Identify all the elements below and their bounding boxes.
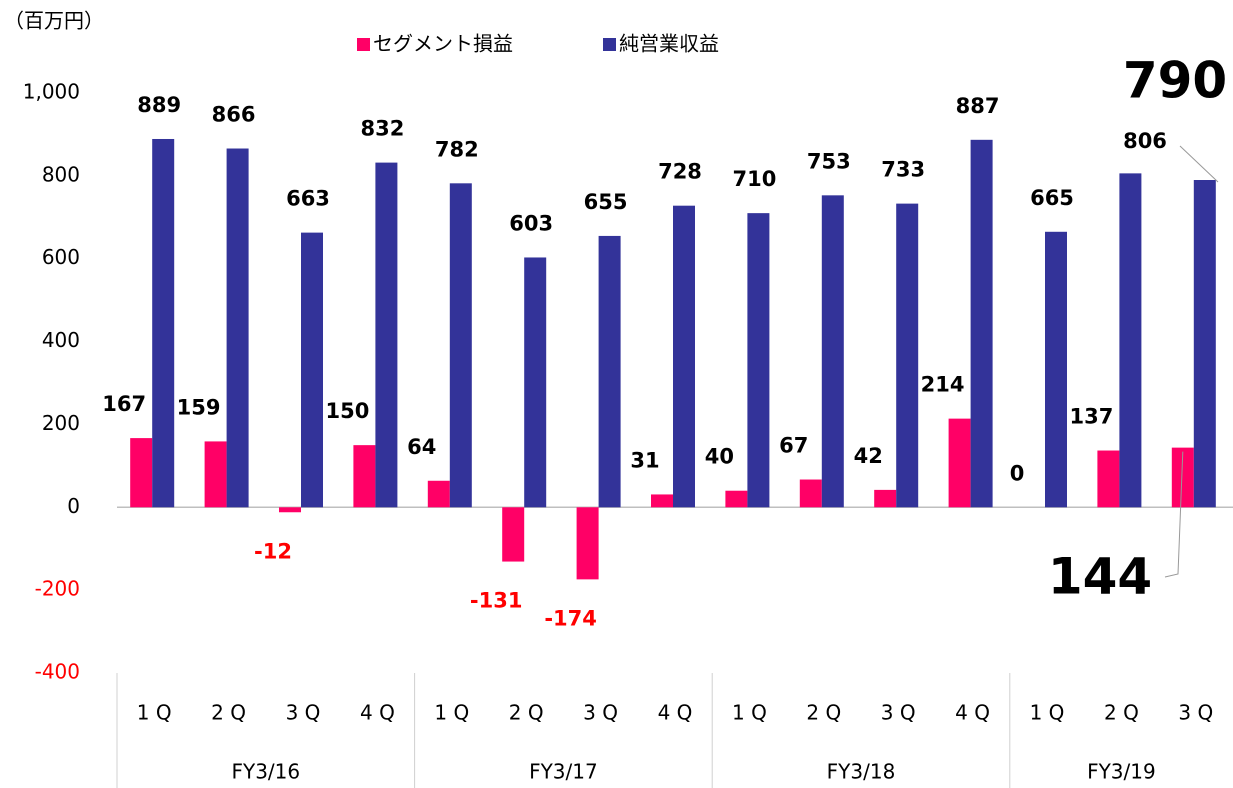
bar xyxy=(427,480,450,508)
bar xyxy=(130,438,153,508)
bar xyxy=(301,232,323,508)
y-tick-label: 600 xyxy=(42,245,80,269)
bar xyxy=(821,195,844,508)
x-tick-label: 2 Q xyxy=(211,701,246,725)
value-label: 137 xyxy=(1069,405,1113,429)
bar xyxy=(1045,231,1067,508)
value-label: 655 xyxy=(584,190,628,214)
value-label: -12 xyxy=(254,539,292,563)
y-tick-label: 200 xyxy=(42,411,80,435)
group-label: FY3/18 xyxy=(827,760,896,784)
bar xyxy=(651,494,673,508)
legend-swatch xyxy=(603,38,616,51)
y-tick-label: 1,000 xyxy=(23,80,80,104)
value-label: 663 xyxy=(286,187,330,211)
group-label: FY3/16 xyxy=(231,760,300,784)
value-label: 67 xyxy=(779,434,808,458)
value-label: 42 xyxy=(854,444,883,468)
value-label: 603 xyxy=(509,211,553,235)
bar xyxy=(747,213,770,508)
value-label: 866 xyxy=(212,103,256,127)
value-label: 832 xyxy=(360,117,404,141)
x-tick-label: 4 Q xyxy=(658,701,693,725)
value-label: 733 xyxy=(881,158,925,182)
bar xyxy=(375,162,398,508)
value-label: -174 xyxy=(544,606,597,630)
legend-label: セグメント損益 xyxy=(373,32,513,56)
bar xyxy=(1171,447,1194,508)
x-tick-label: 1 Q xyxy=(137,701,172,725)
leader-line xyxy=(1179,145,1219,183)
bar xyxy=(524,257,547,508)
bar xyxy=(1119,173,1142,508)
bar xyxy=(725,490,748,508)
x-tick-label: 3 Q xyxy=(881,701,916,725)
bar xyxy=(152,138,175,508)
leader-line xyxy=(1164,451,1184,578)
x-tick-label: 2 Q xyxy=(1104,701,1139,725)
bar xyxy=(204,441,227,508)
x-tick-label: 3 Q xyxy=(1178,701,1213,725)
value-label: 64 xyxy=(407,435,436,459)
bar xyxy=(576,507,599,580)
legend-swatch xyxy=(357,38,370,51)
value-label: 782 xyxy=(435,137,479,161)
bar xyxy=(1097,450,1120,508)
y-tick-label: -400 xyxy=(35,660,80,684)
y-tick-label: 400 xyxy=(42,328,80,352)
value-label: 790 xyxy=(1123,52,1227,110)
x-tick-label: 1 Q xyxy=(1030,701,1065,725)
value-label: 710 xyxy=(732,167,776,191)
value-label: 31 xyxy=(630,448,659,472)
value-label: 214 xyxy=(921,373,965,397)
y-tick-label: 800 xyxy=(42,162,80,186)
bar xyxy=(353,445,376,508)
x-tick-label: 4 Q xyxy=(360,701,395,725)
bar xyxy=(598,235,621,508)
bar xyxy=(502,507,525,562)
value-label: 806 xyxy=(1123,129,1167,153)
bar xyxy=(948,418,971,508)
value-label: 753 xyxy=(807,149,851,173)
y-tick-label: 0 xyxy=(67,494,80,518)
x-tick-label: 2 Q xyxy=(806,701,841,725)
bar xyxy=(279,507,301,513)
x-tick-label: 4 Q xyxy=(955,701,990,725)
value-label: 0 xyxy=(1010,461,1025,485)
value-label: 887 xyxy=(956,94,1000,118)
bar xyxy=(449,183,472,508)
bar xyxy=(970,139,993,508)
bar xyxy=(799,479,822,508)
value-label: 144 xyxy=(1048,548,1152,606)
x-tick-label: 3 Q xyxy=(583,701,618,725)
value-label: 889 xyxy=(137,93,181,117)
value-label: 167 xyxy=(102,392,146,416)
legend-label: 純営業収益 xyxy=(619,32,719,56)
bar xyxy=(1193,180,1216,508)
y-tick-label: -200 xyxy=(35,577,80,601)
value-label: 728 xyxy=(658,160,702,184)
y-axis-label: （百万円） xyxy=(4,9,104,33)
bar xyxy=(673,205,695,508)
x-tick-label: 1 Q xyxy=(732,701,767,725)
value-label: 40 xyxy=(705,445,734,469)
group-label: FY3/19 xyxy=(1087,760,1156,784)
value-label: 150 xyxy=(325,399,369,423)
bar xyxy=(226,148,249,508)
value-label: -131 xyxy=(470,589,523,613)
bar xyxy=(896,203,919,508)
bar xyxy=(874,489,897,508)
value-label: 665 xyxy=(1030,186,1074,210)
x-tick-label: 2 Q xyxy=(509,701,544,725)
value-label: 159 xyxy=(177,395,221,419)
x-tick-label: 3 Q xyxy=(286,701,321,725)
group-label: FY3/17 xyxy=(529,760,598,784)
x-tick-label: 1 Q xyxy=(434,701,469,725)
